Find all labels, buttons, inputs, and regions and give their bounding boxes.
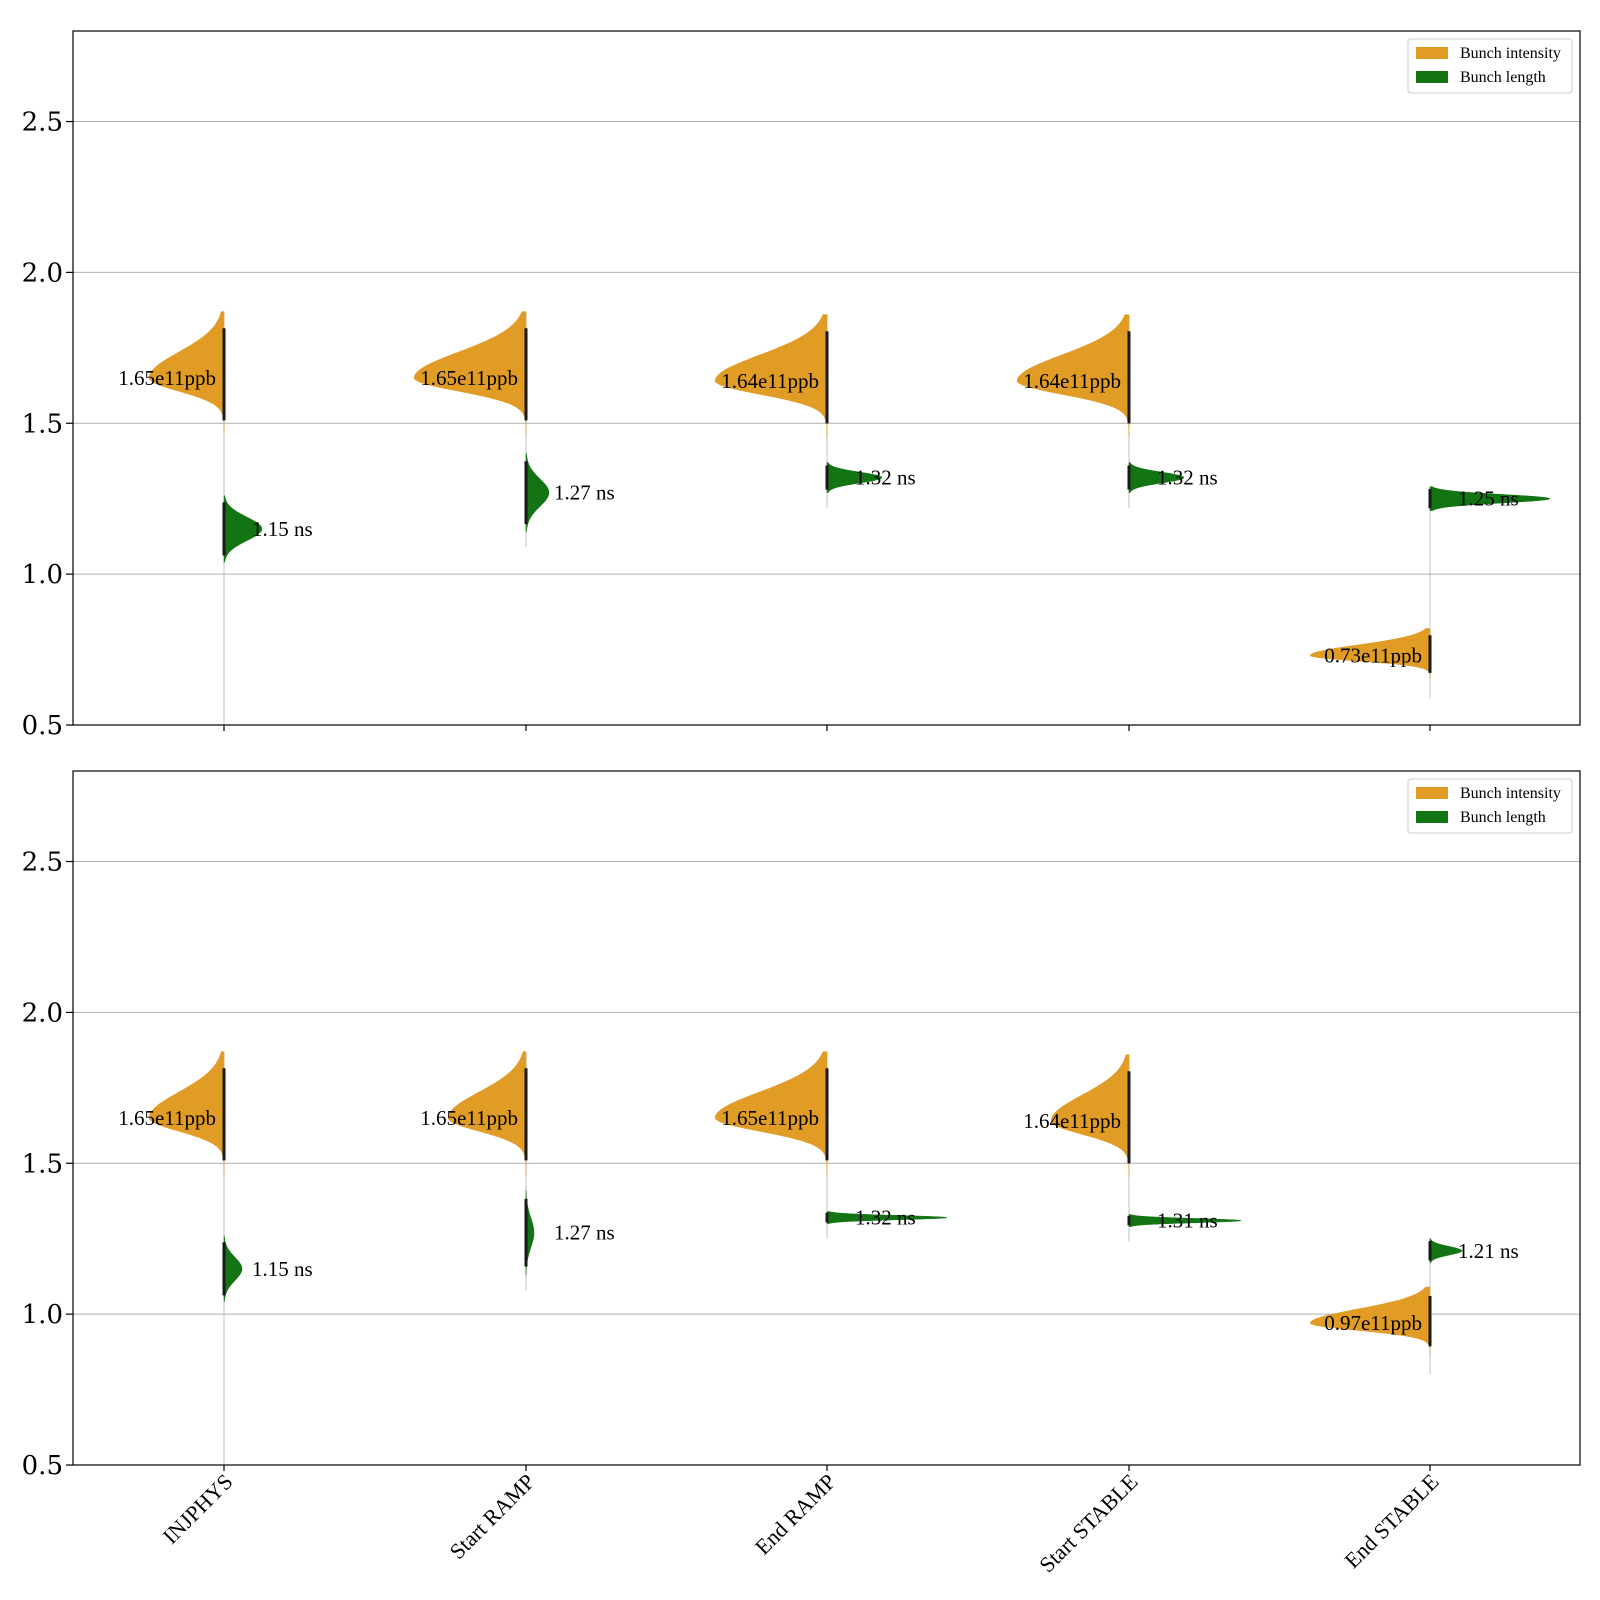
legend-box (1407, 38, 1573, 94)
legend-swatch (1416, 787, 1448, 799)
x-category-label: INJPHYS (158, 1469, 238, 1549)
axes-frame (72, 770, 1581, 1466)
annotation-bunch-length: 1.27 ns (554, 1221, 615, 1245)
annotation-bunch-intensity: 0.73e11ppb (1324, 644, 1422, 668)
x-category-label: Start RAMP (444, 1469, 539, 1564)
legend: Bunch intensity Bunch length (1407, 38, 1573, 94)
legend-swatch (1416, 811, 1448, 823)
chart-panel-2: 0.5 1.0 1.5 2.0 2.5 1.65e11ppb 1.15 ns 1.65e11p… (22, 770, 1581, 1481)
y-tick-label: 0.5 (22, 1451, 63, 1481)
violin-bunch-length (223, 1235, 243, 1303)
annotation-bunch-length: 1.15 ns (252, 517, 313, 541)
chart-panel-1: 0.5 1.0 1.5 2.0 2.5 1.65e11ppb 1.15 ns 1.65e11p… (22, 30, 1581, 741)
annotation-bunch-length: 1.32 ns (855, 466, 916, 490)
legend-label: Bunch length (1460, 69, 1546, 86)
violin-bunch-length (1128, 1214, 1242, 1227)
legend-label: Bunch intensity (1460, 45, 1561, 62)
annotation-bunch-intensity: 1.64e11ppb (1023, 369, 1121, 393)
legend-label: Bunch length (1460, 809, 1546, 826)
annotation-bunch-length: 1.27 ns (554, 481, 615, 505)
annotation-bunch-length: 1.21 ns (1458, 1239, 1519, 1263)
violin-bunch-length (525, 453, 550, 533)
annotation-bunch-intensity: 0.97e11ppb (1324, 1311, 1422, 1335)
annotation-bunch-length: 1.32 ns (855, 1206, 916, 1230)
legend-swatch (1416, 47, 1448, 59)
violin-bunch-length (826, 462, 883, 493)
legend-swatch (1416, 71, 1448, 83)
annotation-bunch-intensity: 1.65e11ppb (118, 1106, 216, 1130)
annotation-bunch-length: 1.15 ns (252, 1257, 313, 1281)
y-tick-label: 2.5 (22, 108, 63, 138)
violin-bunch-length (223, 495, 263, 563)
y-tick-label: 1.5 (22, 1149, 63, 1179)
annotation-bunch-length: 1.25 ns (1458, 487, 1519, 511)
axes-frame (72, 30, 1581, 726)
x-category-label: Start STABLE (1034, 1469, 1142, 1577)
annotation-bunch-intensity: 1.64e11ppb (721, 369, 819, 393)
y-tick-label: 1.0 (22, 1300, 63, 1330)
y-tick-label: 2.5 (22, 848, 63, 878)
y-tick-label: 1.0 (22, 560, 63, 590)
violin-bunch-length (1429, 1238, 1463, 1264)
annotation-bunch-length: 1.31 ns (1157, 1209, 1218, 1233)
annotation-bunch-intensity: 1.65e11ppb (420, 1106, 518, 1130)
y-tick-label: 1.5 (22, 409, 63, 439)
violin-bunch-length (1429, 486, 1551, 512)
violin-bunch-length (826, 1211, 948, 1224)
legend: Bunch intensity Bunch length (1407, 778, 1573, 834)
annotation-bunch-intensity: 1.65e11ppb (721, 1106, 819, 1130)
annotation-bunch-intensity: 1.65e11ppb (118, 366, 216, 390)
legend-label: Bunch intensity (1460, 785, 1561, 802)
violin-bunch-length (1128, 462, 1185, 493)
x-category-label: End STABLE (1339, 1469, 1443, 1573)
annotation-bunch-intensity: 1.65e11ppb (420, 366, 518, 390)
annotation-bunch-length: 1.32 ns (1157, 466, 1218, 490)
x-category-label: End RAMP (750, 1469, 841, 1560)
y-tick-label: 2.0 (22, 998, 63, 1028)
y-tick-label: 0.5 (22, 711, 63, 741)
annotation-bunch-intensity: 1.64e11ppb (1023, 1109, 1121, 1133)
legend-box (1407, 778, 1573, 834)
y-tick-label: 2.0 (22, 258, 63, 288)
